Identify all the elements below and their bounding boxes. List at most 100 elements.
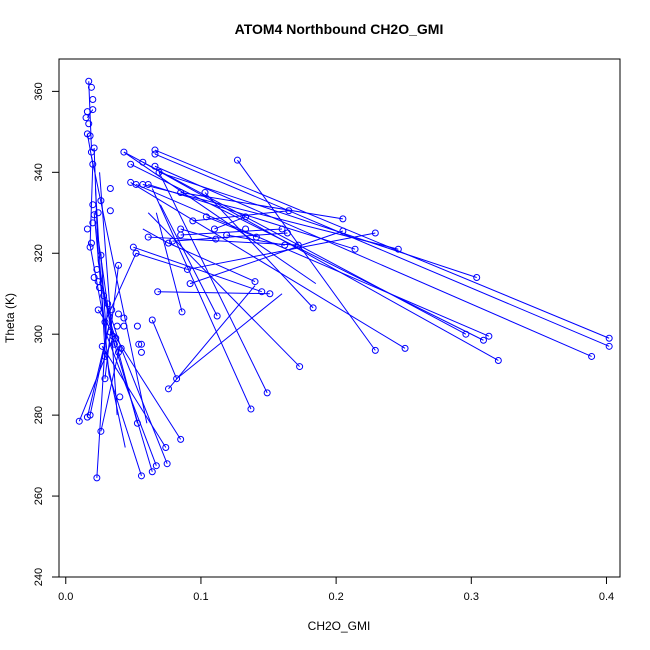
data-point (94, 306, 102, 314)
data-point (86, 243, 94, 251)
data-point (242, 225, 250, 233)
x-tick-label: 0.1 (193, 591, 208, 603)
series-segment (154, 165, 592, 357)
data-point (85, 120, 93, 128)
data-point (164, 239, 172, 247)
series-segment (176, 293, 283, 380)
data-point (169, 237, 177, 245)
data-point (494, 356, 502, 364)
data-point (94, 209, 102, 217)
data-point (401, 344, 409, 352)
data-point (114, 261, 122, 269)
data-point (120, 148, 128, 156)
data-point (93, 474, 101, 482)
data-point (97, 251, 105, 259)
data-point (89, 219, 97, 227)
data-point (114, 348, 122, 356)
data-point (201, 189, 209, 197)
data-point (137, 348, 145, 356)
series-segment (108, 374, 142, 476)
data-point (90, 274, 98, 282)
data-point (137, 472, 145, 480)
series-segment (187, 232, 376, 270)
data-point (212, 235, 220, 243)
data-point (263, 389, 271, 397)
data-point (98, 342, 106, 350)
data-point (97, 197, 105, 205)
data-point (116, 393, 124, 401)
data-point (178, 308, 186, 316)
chart-title: ATOM4 Northbound CH2O_GMI (235, 21, 444, 37)
data-point (101, 375, 109, 383)
data-point (462, 330, 470, 338)
y-tick-label: 240 (33, 568, 45, 586)
data-point (133, 419, 141, 427)
data-point (83, 225, 91, 233)
series-segment (142, 183, 399, 250)
series-segment (214, 216, 246, 230)
series-segment (204, 192, 314, 309)
data-point (96, 284, 104, 292)
data-point (339, 227, 347, 235)
data-point (294, 241, 302, 249)
series-segment (157, 291, 270, 295)
data-point (75, 417, 83, 425)
data-point (371, 229, 379, 237)
data-point (120, 314, 128, 322)
data-point (162, 444, 170, 451)
data-point (144, 180, 152, 188)
data-point (151, 146, 159, 154)
data-point (137, 340, 145, 348)
plot-frame (58, 58, 621, 578)
data-point (106, 207, 114, 215)
data-point (258, 288, 266, 296)
data-point (189, 217, 197, 225)
series-segment (206, 216, 257, 238)
series-segment (101, 346, 167, 448)
data-point (266, 290, 274, 298)
data-point (371, 346, 379, 354)
y-tick-label: 320 (33, 244, 45, 262)
data-point (110, 340, 118, 348)
data-point (89, 95, 97, 103)
data-point (148, 468, 156, 476)
data-point (285, 207, 293, 215)
data-point (155, 168, 163, 176)
series-segment (155, 212, 183, 313)
series-segment (135, 183, 490, 337)
data-point (233, 156, 241, 164)
data-point (132, 249, 140, 257)
data-point (133, 322, 141, 330)
data-point (485, 332, 493, 340)
data-point (186, 280, 194, 288)
data-point (251, 278, 259, 286)
data-point (127, 160, 135, 168)
data-point (144, 233, 152, 241)
data-point (100, 292, 108, 300)
series-segment (158, 172, 268, 394)
data-point (87, 239, 95, 247)
data-point (394, 245, 402, 253)
data-point (113, 322, 121, 330)
data-point (202, 213, 210, 221)
series-segment (168, 285, 256, 390)
data-point (283, 229, 291, 237)
plot-area (58, 58, 621, 578)
data-point (101, 352, 109, 360)
series-segment (180, 228, 216, 240)
data-point (605, 334, 613, 342)
data-point (106, 185, 114, 192)
data-point (90, 211, 98, 219)
series-segment (120, 348, 168, 464)
x-axis: 0.0 0.1 0.2 0.3 0.4 (58, 576, 614, 603)
x-tick-label: 0.4 (599, 591, 614, 603)
series-segment (189, 230, 344, 285)
y-axis: 240 260 280 300 320 340 360 (33, 82, 60, 586)
series-segment (135, 252, 188, 270)
data-point (148, 316, 156, 324)
series-segment (180, 192, 343, 220)
y-tick-label: 360 (33, 82, 45, 100)
x-axis-label: CH2O_GMI (308, 619, 371, 633)
y-tick-label: 280 (33, 406, 45, 424)
